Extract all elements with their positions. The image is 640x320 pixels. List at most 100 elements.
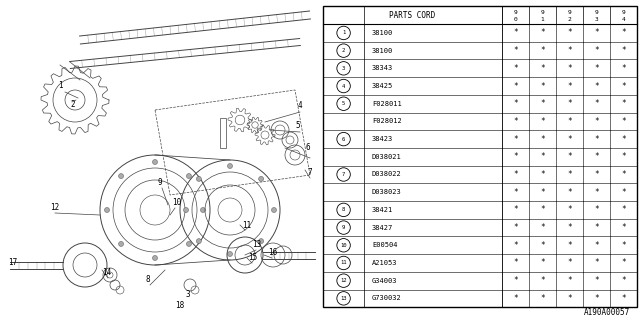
Text: *: *: [540, 259, 545, 268]
Text: *: *: [540, 28, 545, 37]
Text: *: *: [621, 170, 626, 179]
Text: 8: 8: [342, 207, 345, 212]
Text: *: *: [621, 117, 626, 126]
Text: *: *: [540, 82, 545, 91]
Text: 12: 12: [50, 203, 60, 212]
Text: *: *: [567, 276, 572, 285]
Text: 1: 1: [342, 30, 345, 36]
Text: *: *: [621, 152, 626, 161]
Text: 9: 9: [595, 10, 598, 15]
Text: 38423: 38423: [372, 136, 393, 142]
Text: *: *: [594, 205, 598, 214]
Text: *: *: [513, 188, 518, 197]
Text: 4: 4: [298, 101, 303, 110]
Circle shape: [259, 239, 264, 244]
Text: 9: 9: [621, 10, 625, 15]
Text: 13: 13: [340, 296, 347, 301]
Circle shape: [186, 173, 191, 179]
Text: 9: 9: [568, 10, 572, 15]
Text: 4: 4: [621, 17, 625, 22]
Text: 38100: 38100: [372, 48, 393, 54]
Text: *: *: [621, 294, 626, 303]
Text: 10: 10: [340, 243, 347, 248]
Text: *: *: [594, 276, 598, 285]
Text: 12: 12: [340, 278, 347, 283]
Text: *: *: [513, 64, 518, 73]
Text: D038021: D038021: [372, 154, 402, 160]
Text: *: *: [513, 99, 518, 108]
Text: *: *: [567, 46, 572, 55]
Text: *: *: [621, 28, 626, 37]
Text: *: *: [540, 117, 545, 126]
Text: *: *: [594, 99, 598, 108]
Text: *: *: [621, 223, 626, 232]
Text: *: *: [567, 241, 572, 250]
Circle shape: [184, 207, 189, 212]
Text: 6: 6: [342, 137, 345, 142]
Text: *: *: [540, 99, 545, 108]
Text: 9: 9: [513, 10, 517, 15]
Text: *: *: [513, 46, 518, 55]
Text: 17: 17: [8, 258, 17, 267]
Text: E00504: E00504: [372, 242, 397, 248]
Text: *: *: [594, 241, 598, 250]
Text: *: *: [513, 152, 518, 161]
Text: 6: 6: [305, 143, 310, 152]
Text: *: *: [621, 259, 626, 268]
Text: *: *: [621, 276, 626, 285]
Text: *: *: [513, 276, 518, 285]
Text: *: *: [621, 205, 626, 214]
Text: 38427: 38427: [372, 225, 393, 231]
Text: D038022: D038022: [372, 172, 402, 178]
Text: *: *: [567, 64, 572, 73]
Text: *: *: [540, 170, 545, 179]
Text: *: *: [594, 223, 598, 232]
Text: *: *: [567, 223, 572, 232]
Text: G34003: G34003: [372, 278, 397, 284]
Text: *: *: [621, 82, 626, 91]
Text: *: *: [567, 170, 572, 179]
Text: 0: 0: [513, 17, 517, 22]
Text: *: *: [594, 152, 598, 161]
Text: *: *: [594, 259, 598, 268]
Text: *: *: [513, 259, 518, 268]
Text: *: *: [513, 241, 518, 250]
Text: 4: 4: [342, 84, 345, 89]
Text: *: *: [513, 135, 518, 144]
Text: 16: 16: [268, 248, 277, 257]
Text: 15: 15: [248, 253, 257, 262]
Text: *: *: [594, 294, 598, 303]
Text: *: *: [621, 188, 626, 197]
Text: *: *: [594, 64, 598, 73]
Text: *: *: [594, 28, 598, 37]
Text: 9: 9: [342, 225, 345, 230]
Text: *: *: [540, 294, 545, 303]
Text: *: *: [567, 28, 572, 37]
Text: *: *: [594, 82, 598, 91]
Circle shape: [271, 207, 276, 212]
Text: 1: 1: [541, 17, 544, 22]
Text: *: *: [540, 64, 545, 73]
Text: PARTS CORD: PARTS CORD: [390, 11, 436, 20]
Text: *: *: [621, 99, 626, 108]
Text: *: *: [594, 170, 598, 179]
Circle shape: [196, 176, 202, 181]
Text: *: *: [567, 259, 572, 268]
Text: D038023: D038023: [372, 189, 402, 195]
Text: *: *: [567, 82, 572, 91]
Circle shape: [118, 173, 124, 179]
Circle shape: [196, 239, 202, 244]
Text: *: *: [567, 99, 572, 108]
Circle shape: [186, 242, 191, 246]
Text: 7: 7: [342, 172, 345, 177]
Circle shape: [259, 176, 264, 181]
Text: *: *: [540, 223, 545, 232]
Text: *: *: [513, 117, 518, 126]
Text: *: *: [513, 223, 518, 232]
Text: 3: 3: [595, 17, 598, 22]
Circle shape: [200, 207, 205, 212]
Text: A190A00057: A190A00057: [584, 308, 630, 317]
Text: *: *: [594, 188, 598, 197]
Text: *: *: [567, 188, 572, 197]
Text: *: *: [567, 152, 572, 161]
